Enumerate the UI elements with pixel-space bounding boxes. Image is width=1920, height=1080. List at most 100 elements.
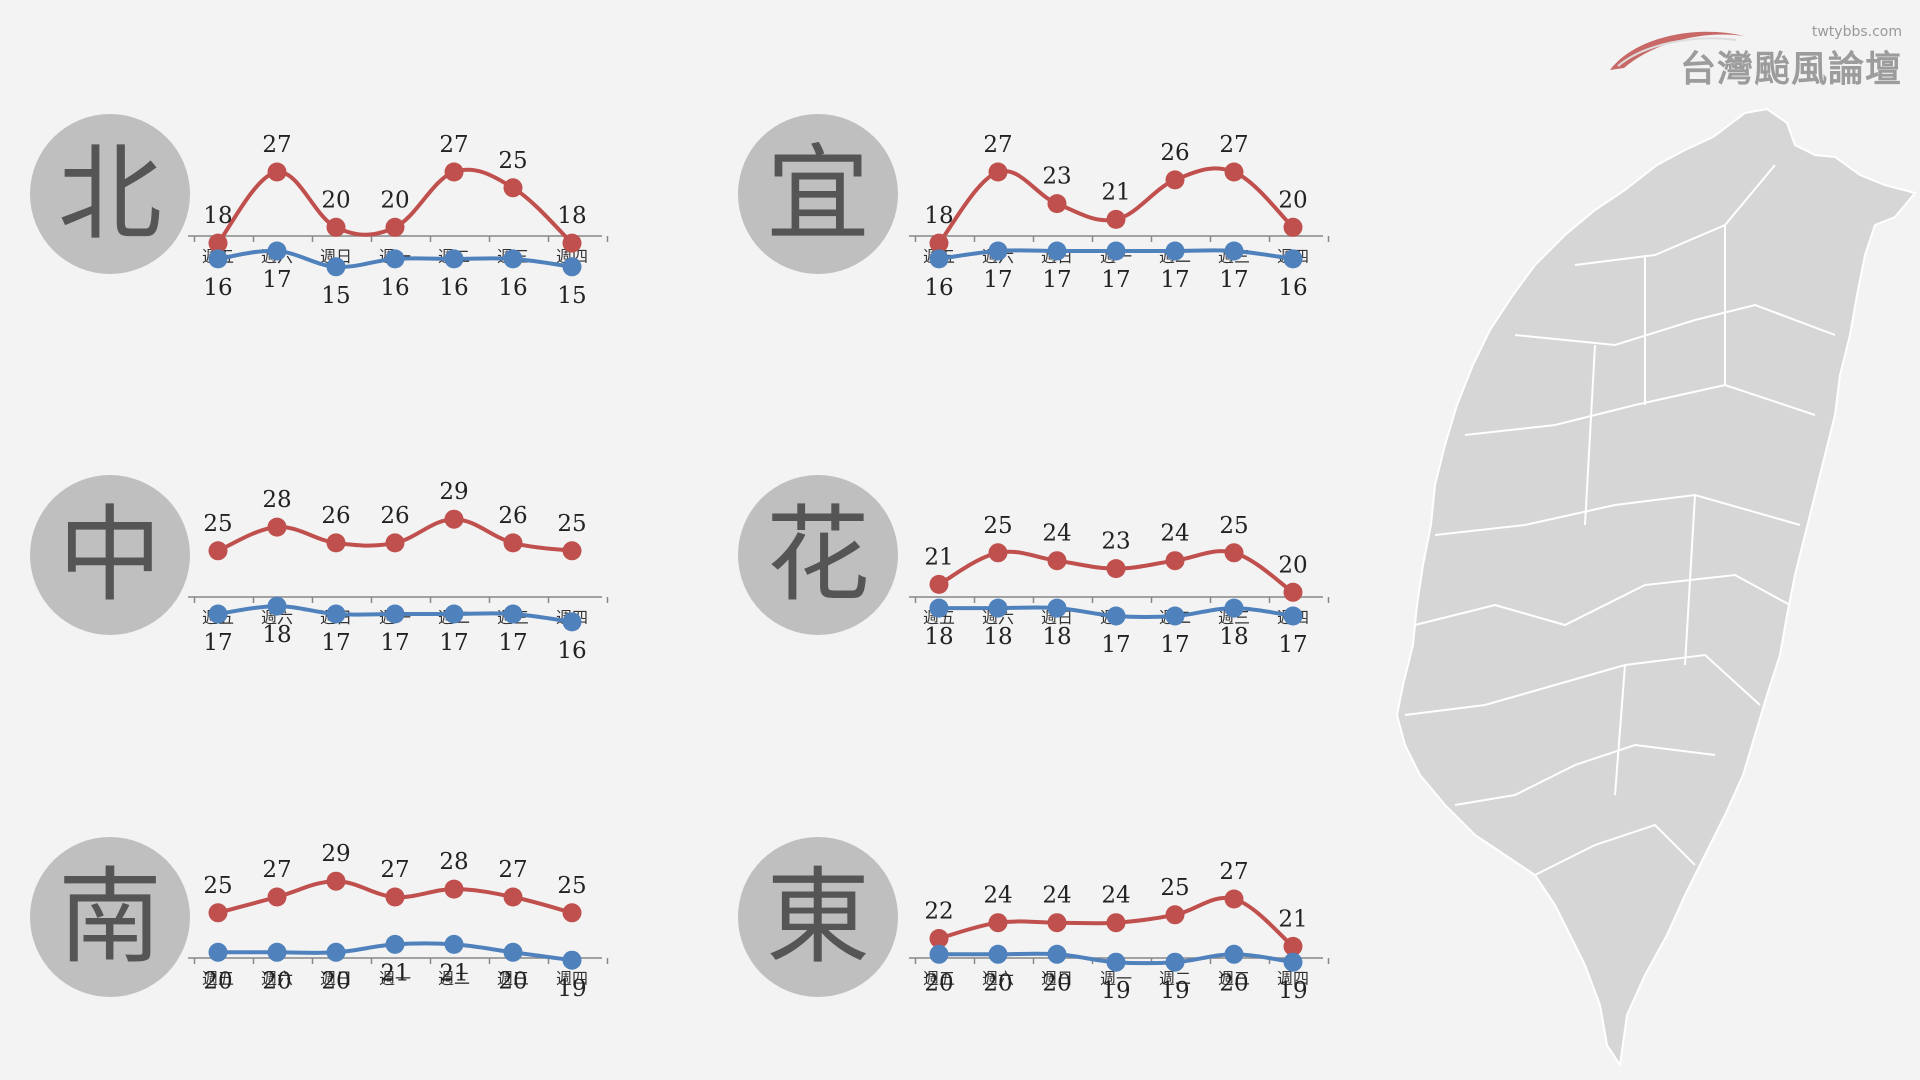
high-temp-point [444, 879, 464, 899]
high-temp-label: 27 [262, 857, 291, 883]
low-temp-point [385, 934, 405, 954]
high-temp-label: 23 [1101, 529, 1130, 555]
high-temp-label: 18 [924, 203, 953, 229]
low-temp-point [1283, 606, 1303, 626]
low-temp-label: 17 [1101, 632, 1130, 658]
low-temp-label: 16 [439, 275, 468, 301]
low-temp-point [1283, 249, 1303, 269]
high-temp-point [1106, 209, 1126, 229]
high-temp-point [208, 233, 228, 253]
low-temp-label: 17 [1219, 267, 1248, 293]
low-temp-label: 18 [924, 624, 953, 650]
high-temp-point [1283, 217, 1303, 237]
chart-central: 週五週六週日週一週二週三週四25282626292625171817171717… [186, 431, 706, 691]
low-temp-point [444, 604, 464, 624]
high-temp-point [267, 887, 287, 907]
high-temp-label: 27 [1219, 859, 1248, 885]
high-temp-label: 25 [983, 513, 1012, 539]
low-temp-point [1224, 944, 1244, 964]
x-tick-label: 週二 [438, 969, 470, 988]
chart-hualien: 週五週六週日週一週二週三週四21252423242520181818171718… [907, 431, 1427, 691]
high-temp-point [267, 162, 287, 182]
high-temp-point [562, 903, 582, 923]
low-temp-point [444, 934, 464, 954]
high-temp-label: 26 [380, 503, 409, 529]
taiwan-map [1395, 107, 1917, 1068]
low-temp-label: 16 [924, 275, 953, 301]
high-temp-point [929, 233, 949, 253]
region-circle-south: 南 [30, 837, 190, 997]
low-temp-point [267, 942, 287, 962]
high-temp-label: 27 [1219, 132, 1248, 158]
x-tick-label: 週五 [202, 969, 234, 988]
high-temp-point [1224, 889, 1244, 909]
high-temp-label: 28 [262, 487, 291, 513]
low-temp-point [267, 241, 287, 261]
low-temp-label: 17 [262, 267, 291, 293]
x-tick-label: 週日 [320, 969, 352, 988]
region-circle-central: 中 [30, 475, 190, 635]
low-temp-label: 20 [262, 968, 291, 994]
low-temp-label: 20 [321, 968, 350, 994]
chart-south: 週五 週六 週日 週一 週二 週三 週四 25 27 29 27 28 27 25 20 20 20 21 21 20… [186, 792, 706, 1052]
low-temp-point [1047, 241, 1067, 261]
logo-swoosh-icon [1610, 31, 1744, 70]
low-temp-point [929, 944, 949, 964]
chart-taitung: 週五 週六 週日 週一 週二 週三 週四 22 24 24 24 25 27 21 20 20 20 19 19 20… [907, 792, 1427, 1052]
high-temp-label: 24 [1160, 521, 1189, 547]
high-temp-label: 27 [983, 132, 1012, 158]
low-temp-label: 17 [439, 630, 468, 656]
high-temp-label: 24 [1101, 883, 1130, 909]
low-temp-label: 17 [1101, 267, 1130, 293]
low-temp-label: 17 [1042, 267, 1071, 293]
high-temp-label: 25 [203, 873, 232, 899]
low-temp-point [1165, 241, 1185, 261]
low-temp-label: 19 [1101, 978, 1130, 1004]
low-temp-label: 18 [262, 622, 291, 648]
x-tick-label: 週二 [1159, 969, 1191, 988]
logo-name-text: 台灣颱風論壇 [1680, 49, 1903, 90]
high-temp-point [562, 233, 582, 253]
high-temp-point [326, 533, 346, 553]
high-temp-label: 24 [1042, 521, 1071, 547]
high-temp-point [1224, 543, 1244, 563]
high-temp-label: 29 [439, 479, 468, 505]
low-temp-label: 20 [924, 970, 953, 996]
low-temp-point [326, 942, 346, 962]
x-tick-label: 週一 [379, 969, 411, 988]
logo-site-text: twtybbs.com [1811, 24, 1902, 40]
low-temp-point [444, 249, 464, 269]
high-temp-point [988, 913, 1008, 933]
low-temp-label: 20 [983, 970, 1012, 996]
high-temp-label: 27 [439, 132, 468, 158]
low-temp-point [1106, 241, 1126, 261]
low-temp-point [503, 249, 523, 269]
low-temp-label: 17 [983, 267, 1012, 293]
high-temp-point [326, 217, 346, 237]
high-temp-label: 25 [1219, 513, 1248, 539]
high-temp-label: 24 [983, 883, 1012, 909]
low-temp-point [1224, 598, 1244, 618]
high-temp-point [1165, 905, 1185, 925]
high-temp-point [326, 871, 346, 891]
low-temp-point [988, 241, 1008, 261]
high-temp-point [988, 162, 1008, 182]
high-temp-label: 21 [924, 544, 953, 570]
taiwan-island-shape [1395, 107, 1917, 1068]
high-temp-label: 25 [557, 511, 586, 537]
region-circle-hualien: 花 [738, 475, 898, 635]
high-temp-label: 27 [380, 857, 409, 883]
low-temp-point [1283, 952, 1303, 972]
high-temp-point [1224, 162, 1244, 182]
low-temp-label: 16 [380, 275, 409, 301]
low-temp-label: 18 [1219, 624, 1248, 650]
low-temp-label: 17 [1160, 632, 1189, 658]
high-temp-point [208, 903, 228, 923]
low-temp-point [503, 604, 523, 624]
high-temp-point [444, 162, 464, 182]
high-temp-label: 26 [1160, 140, 1189, 166]
low-temp-point [1165, 952, 1185, 972]
low-temp-point [1047, 944, 1067, 964]
high-temp-label: 26 [321, 503, 350, 529]
low-temp-point [988, 598, 1008, 618]
